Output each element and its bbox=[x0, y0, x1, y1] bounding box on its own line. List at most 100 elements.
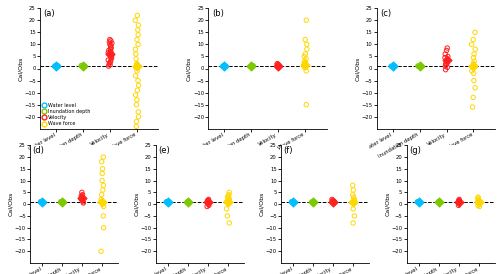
Point bbox=[470, 52, 478, 56]
Point bbox=[98, 193, 106, 197]
Point bbox=[350, 199, 358, 204]
Point bbox=[328, 200, 336, 204]
Point bbox=[415, 64, 423, 68]
Point bbox=[274, 65, 282, 70]
Text: (g): (g) bbox=[409, 146, 421, 155]
Point bbox=[219, 64, 227, 68]
Point bbox=[476, 204, 484, 209]
Point bbox=[80, 64, 88, 68]
Point bbox=[38, 199, 46, 204]
Point bbox=[134, 64, 141, 68]
Y-axis label: Cal/Obs: Cal/Obs bbox=[186, 56, 192, 81]
Point bbox=[300, 65, 308, 70]
Point bbox=[300, 54, 308, 59]
Point bbox=[224, 195, 232, 199]
Point bbox=[107, 46, 115, 50]
Point bbox=[52, 64, 60, 68]
Point bbox=[38, 199, 46, 204]
Point bbox=[133, 64, 141, 68]
Point bbox=[474, 203, 482, 207]
Point bbox=[134, 23, 142, 27]
Point bbox=[387, 64, 395, 68]
Point bbox=[78, 190, 86, 195]
Point bbox=[455, 197, 463, 202]
Point bbox=[222, 199, 230, 204]
Point bbox=[133, 63, 141, 67]
Point bbox=[248, 64, 256, 68]
Point bbox=[273, 62, 281, 66]
Point bbox=[79, 64, 87, 68]
Point bbox=[471, 85, 479, 90]
Point bbox=[443, 46, 451, 50]
Point bbox=[468, 105, 476, 109]
Point bbox=[468, 42, 475, 47]
Point bbox=[78, 194, 86, 198]
Point bbox=[350, 188, 358, 192]
Point bbox=[107, 53, 115, 58]
Point bbox=[164, 199, 172, 204]
Point bbox=[350, 195, 358, 199]
Point bbox=[79, 199, 87, 204]
Point bbox=[469, 95, 477, 100]
Point bbox=[434, 200, 442, 204]
Point bbox=[303, 42, 311, 47]
Point bbox=[470, 65, 478, 70]
Point bbox=[107, 45, 115, 49]
Point bbox=[107, 49, 115, 54]
Point bbox=[80, 64, 88, 68]
Point bbox=[475, 199, 483, 204]
Point bbox=[349, 207, 357, 211]
Point bbox=[416, 199, 424, 204]
Point bbox=[132, 65, 140, 70]
Point bbox=[302, 57, 310, 61]
Point bbox=[133, 61, 141, 66]
Point bbox=[225, 198, 233, 203]
Point bbox=[442, 67, 450, 72]
Point bbox=[205, 203, 213, 207]
Point bbox=[98, 167, 106, 171]
Text: (e): (e) bbox=[158, 146, 170, 155]
Point bbox=[225, 197, 233, 202]
Point bbox=[470, 71, 478, 76]
Point bbox=[471, 30, 479, 35]
Point bbox=[456, 199, 464, 204]
Point bbox=[225, 196, 233, 201]
Point bbox=[81, 64, 89, 69]
Point bbox=[455, 199, 463, 204]
Point bbox=[98, 199, 106, 204]
Point bbox=[80, 64, 88, 68]
Point bbox=[300, 61, 308, 66]
Point bbox=[471, 47, 479, 52]
Point bbox=[444, 54, 452, 59]
Point bbox=[288, 199, 296, 204]
Point bbox=[330, 199, 338, 204]
Point bbox=[220, 64, 228, 68]
Point bbox=[348, 183, 356, 187]
Point bbox=[108, 41, 116, 45]
Point bbox=[58, 199, 66, 204]
Point bbox=[98, 171, 106, 176]
Point bbox=[248, 64, 256, 68]
Point bbox=[132, 52, 140, 56]
Point bbox=[105, 48, 113, 53]
Point bbox=[390, 64, 398, 68]
Point bbox=[224, 199, 232, 204]
Point bbox=[98, 178, 106, 183]
Point bbox=[226, 221, 234, 225]
Point bbox=[98, 199, 106, 204]
Point bbox=[470, 59, 478, 64]
Point bbox=[225, 193, 233, 197]
Point bbox=[416, 64, 424, 68]
Point bbox=[108, 54, 116, 59]
Point bbox=[106, 40, 114, 44]
Point bbox=[106, 37, 114, 42]
Point bbox=[106, 61, 114, 66]
Point bbox=[470, 61, 478, 66]
Point bbox=[288, 199, 296, 204]
Y-axis label: Cal/Obs: Cal/Obs bbox=[355, 56, 360, 81]
Point bbox=[441, 55, 449, 60]
Point bbox=[349, 199, 357, 204]
Point bbox=[204, 199, 212, 204]
Point bbox=[443, 58, 451, 62]
Point bbox=[300, 59, 308, 64]
